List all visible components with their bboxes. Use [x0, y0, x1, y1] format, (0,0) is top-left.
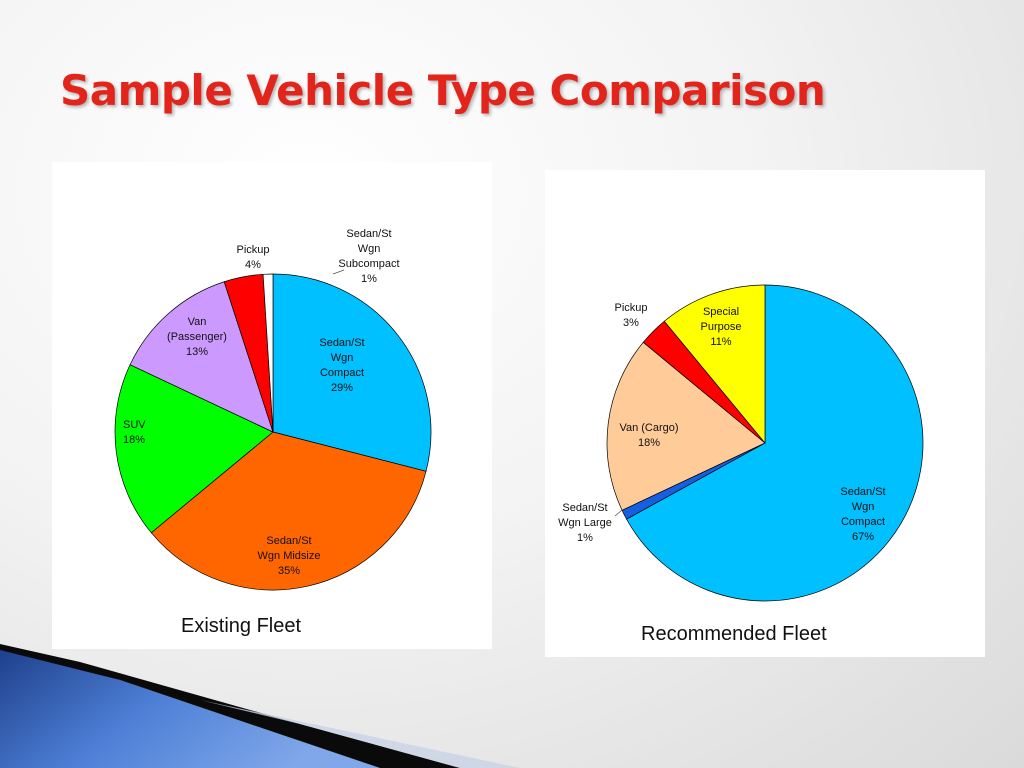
existing-fleet-pie-chart: Sedan/St Wgn Compact 29% Sedan/St Wgn Midsize…	[114, 228, 432, 591]
slice-label-van-passenger: Van (Passenger) 13%	[167, 316, 227, 358]
leader-line-sedan-st-wgn-subcompact	[332, 269, 345, 275]
pie-slice-special-purpose	[663, 284, 766, 444]
slice-label-van-cargo: Van (Cargo) 18%	[619, 422, 678, 449]
leader-line-sedan-st-wgn-large	[614, 509, 623, 517]
pie-slice-suv	[114, 364, 274, 534]
blue-swoosh-shape	[0, 648, 380, 768]
pie-slice-sedan-st-wgn-subcompact	[262, 273, 274, 433]
existing-fleet-caption: Existing Fleet	[181, 615, 302, 637]
slice-label-sedan-st-wgn-large: Sedan/St Wgn Large 1%	[558, 502, 612, 544]
slice-label-sedan-st-wgn-compact: Sedan/St Wgn Compact 67%	[840, 486, 885, 543]
pie-slice-sedan-st-wgn-midsize	[150, 431, 427, 591]
pie-slice-sedan-st-wgn-compact	[272, 273, 432, 472]
light-swoosh-stripe	[200, 700, 520, 768]
slice-label-sedan-st-wgn-subcompact: Sedan/St Wgn Subcompact 1%	[338, 228, 399, 285]
decorative-swoosh	[0, 644, 520, 768]
slice-label-sedan-st-wgn-compact: Sedan/St Wgn Compact 29%	[319, 337, 364, 394]
pie-slice-van-cargo	[606, 341, 766, 511]
slice-label-pickup: Pickup 4%	[236, 244, 269, 271]
slice-label-pickup: Pickup 3%	[614, 302, 647, 329]
recommended-fleet-panel: Sedan/St Wgn Compact 67% Sedan/St Wgn Large 1%…	[545, 170, 985, 657]
slice-label-sedan-st-wgn-midsize: Sedan/St Wgn Midsize 35%	[258, 535, 321, 577]
recommended-fleet-caption: Recommended Fleet	[641, 623, 827, 645]
existing-fleet-panel: Sedan/St Wgn Compact 29% Sedan/St Wgn Midsize…	[52, 162, 492, 649]
slice-label-special-purpose: Special Purpose 11%	[701, 306, 742, 348]
pie-slice-sedan-st-wgn-compact	[626, 284, 924, 602]
slice-label-suv: SUV 18%	[123, 419, 146, 446]
slide-title: Sample Vehicle Type Comparison	[60, 66, 826, 115]
recommended-fleet-pie-chart: Sedan/St Wgn Compact 67% Sedan/St Wgn Large 1%…	[558, 284, 924, 602]
black-swoosh-stripe	[0, 644, 460, 768]
pie-slice-van-passenger	[129, 281, 274, 433]
